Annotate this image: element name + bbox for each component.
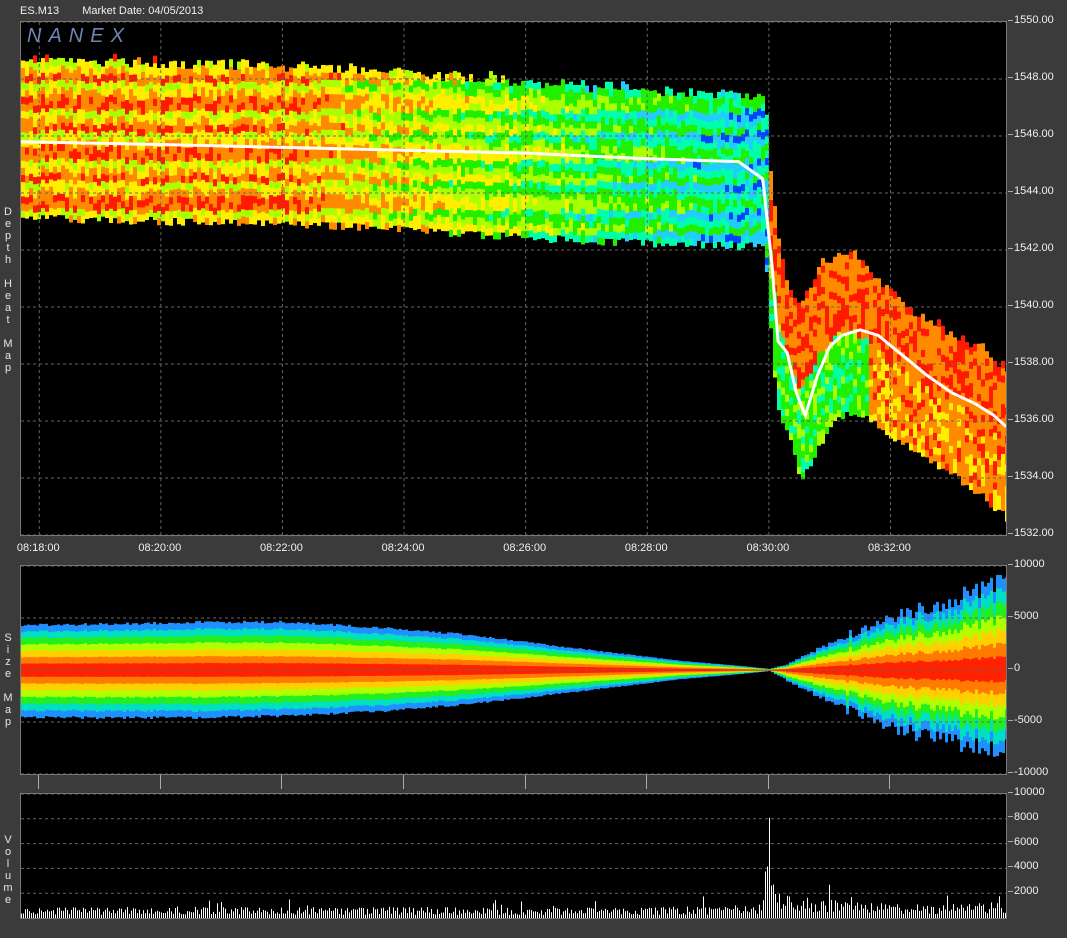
depth-y-tick-label: 1536.00 xyxy=(1008,413,1054,425)
time-tick-mark xyxy=(767,775,769,789)
time-x-tick-label: 08:22:00 xyxy=(260,542,303,554)
size-y-tick-label: -10000 xyxy=(1008,766,1048,778)
depth-y-tick-label: 1542.00 xyxy=(1008,242,1054,254)
time-x-tick-label: 08:28:00 xyxy=(624,542,668,554)
time-x-tick-label: 08:24:00 xyxy=(381,542,425,554)
size-map-gridlines xyxy=(21,566,1006,774)
time-tick-mark xyxy=(524,775,526,789)
depth-heatmap-cells xyxy=(21,53,1006,522)
volume-panel xyxy=(20,793,1007,919)
depth-y-tick-label: 1538.00 xyxy=(1008,356,1054,368)
depth-y-tick-label: 1534.00 xyxy=(1008,470,1054,482)
volume-axis-label: V o l u m e xyxy=(3,834,13,906)
depth-heatmap-panel: NANEX xyxy=(20,21,1007,536)
depth-heatmap-gridlines xyxy=(21,22,1006,535)
time-x-tick-label: 08:18:00 xyxy=(16,542,60,554)
size-map-bands xyxy=(21,574,1006,757)
size-y-tick-label: 5000 xyxy=(1008,610,1038,622)
depth-y-tick-label: 1550.00 xyxy=(1008,14,1054,26)
volume-bars xyxy=(21,817,1006,918)
volume-y-tick-label: 2000 xyxy=(1008,885,1038,897)
depth-y-tick-label: 1544.00 xyxy=(1008,185,1054,197)
depth-y-tick-label: 1532.00 xyxy=(1008,527,1054,539)
last-price-line xyxy=(21,140,1006,428)
size-map-plot xyxy=(21,566,1006,774)
brand-logo: NANEX xyxy=(27,25,131,47)
time-tick-mark xyxy=(159,775,161,789)
chart-header: ES.M13 Market Date: 04/05/2013 xyxy=(20,5,223,17)
volume-y-tick-label: 8000 xyxy=(1008,811,1038,823)
volume-y-tick-label: 6000 xyxy=(1008,836,1038,848)
size-y-tick-label: -5000 xyxy=(1008,714,1042,726)
time-x-tick-label: 08:30:00 xyxy=(746,542,790,554)
volume-gridlines xyxy=(21,794,1006,894)
size-y-tick-label: 0 xyxy=(1008,662,1020,674)
size-map-axis-label: S i z e M a p xyxy=(3,632,13,728)
time-x-tick-label: 08:32:00 xyxy=(868,542,911,554)
size-map-panel xyxy=(20,565,1007,775)
depth-y-tick-label: 1548.00 xyxy=(1008,71,1054,83)
time-x-tick-label: 08:20:00 xyxy=(138,542,182,554)
time-x-tick-label: 08:26:00 xyxy=(503,542,547,554)
time-tick-mark xyxy=(403,775,405,789)
time-tick-mark xyxy=(889,775,891,789)
volume-y-tick-label: 4000 xyxy=(1008,860,1038,872)
depth-heatmap-plot xyxy=(21,22,1006,535)
volume-plot xyxy=(21,794,1006,918)
time-tick-mark xyxy=(38,775,40,789)
depth-heatmap-axis-label: D e p t h H e a t M a p xyxy=(3,206,13,374)
volume-y-tick-label: 10000 xyxy=(1008,786,1045,798)
size-y-tick-label: 10000 xyxy=(1008,558,1045,570)
depth-y-tick-label: 1540.00 xyxy=(1008,299,1054,311)
time-tick-mark xyxy=(646,775,648,789)
market-date-label: Market Date: 04/05/2013 xyxy=(82,5,204,17)
time-tick-mark xyxy=(281,775,283,789)
depth-y-tick-label: 1546.00 xyxy=(1008,128,1054,140)
symbol-label: ES.M13 xyxy=(20,5,60,17)
